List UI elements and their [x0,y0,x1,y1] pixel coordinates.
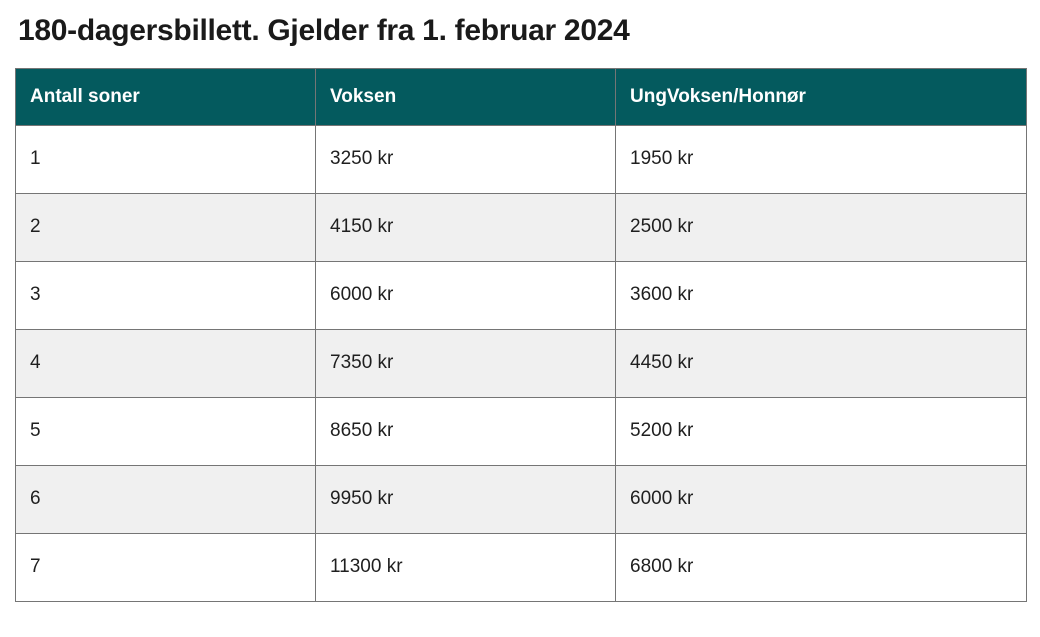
price-table: Antall soner Voksen UngVoksen/Honnør 1 3… [15,67,1027,602]
table-cell-voksen-price: 7350 kr [315,328,616,398]
table-cell-zones: 5 [15,396,316,466]
column-header-voksen: Voksen [315,67,616,126]
column-header-ungvoksen-honnor: UngVoksen/Honnør [615,67,1027,126]
page-title: 180-dagersbillett. Gjelder fra 1. februa… [18,14,630,47]
table-row: 5 8650 kr 5200 kr [15,396,1027,466]
table-cell-ungvoksen-price: 6800 kr [615,532,1027,602]
table-cell-voksen-price: 4150 kr [315,192,616,262]
table-cell-zones: 3 [15,260,316,330]
table-cell-zones: 4 [15,328,316,398]
table-cell-voksen-price: 9950 kr [315,464,616,534]
table-row: 4 7350 kr 4450 kr [15,328,1027,398]
table-cell-ungvoksen-price: 3600 kr [615,260,1027,330]
table-cell-zones: 7 [15,532,316,602]
column-header-antall-soner: Antall soner [15,67,316,126]
table-row: 6 9950 kr 6000 kr [15,464,1027,534]
table-cell-ungvoksen-price: 2500 kr [615,192,1027,262]
table-cell-voksen-price: 11300 kr [315,532,616,602]
table-row: 3 6000 kr 3600 kr [15,260,1027,330]
table-row: 7 11300 kr 6800 kr [15,532,1027,602]
table-row: 1 3250 kr 1950 kr [15,124,1027,194]
table-cell-ungvoksen-price: 1950 kr [615,124,1027,194]
table-cell-zones: 6 [15,464,316,534]
table-row: 2 4150 kr 2500 kr [15,192,1027,262]
table-cell-ungvoksen-price: 6000 kr [615,464,1027,534]
table-cell-voksen-price: 8650 kr [315,396,616,466]
table-header-row: Antall soner Voksen UngVoksen/Honnør [15,67,1027,126]
table-cell-voksen-price: 6000 kr [315,260,616,330]
table-cell-voksen-price: 3250 kr [315,124,616,194]
table-cell-zones: 1 [15,124,316,194]
table-cell-ungvoksen-price: 4450 kr [615,328,1027,398]
table-cell-zones: 2 [15,192,316,262]
table-cell-ungvoksen-price: 5200 kr [615,396,1027,466]
